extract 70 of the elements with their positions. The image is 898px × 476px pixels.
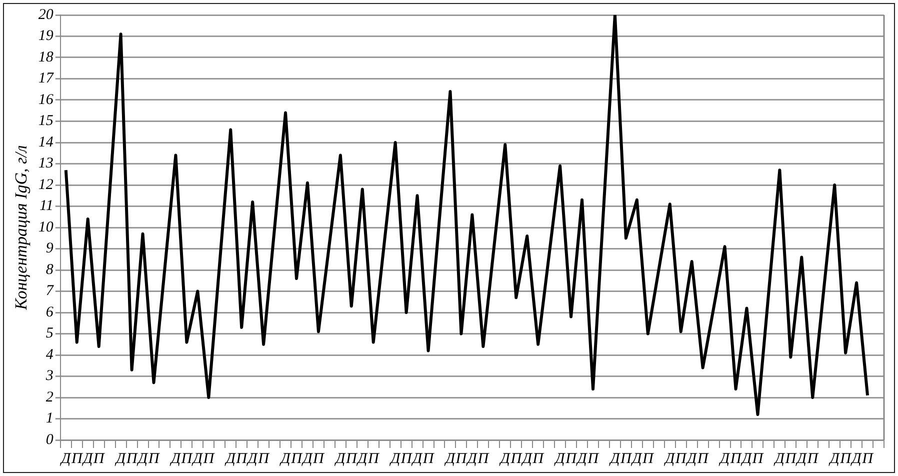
x-tick-label: П xyxy=(202,450,216,467)
x-tick-label: Д xyxy=(718,450,731,467)
y-tick-label: 15 xyxy=(38,113,54,130)
x-tick-label: П xyxy=(312,450,326,467)
y-tick-label: 17 xyxy=(38,70,55,87)
x-tick-label: Д xyxy=(850,450,863,467)
y-tick-label: 5 xyxy=(46,326,54,342)
x-tick-label: Д xyxy=(663,450,676,467)
y-tick-label: 11 xyxy=(40,198,54,214)
y-axis-title: Концентрация IgG, г/л xyxy=(12,145,31,311)
x-tick-label: Д xyxy=(388,450,402,467)
x-tick-label: П xyxy=(806,450,820,467)
x-tick-label: Д xyxy=(772,450,786,467)
x-tick-label: Д xyxy=(443,450,456,467)
y-tick-label: 16 xyxy=(38,92,54,108)
x-tick-label: Д xyxy=(685,450,698,467)
x-tick-label: Д xyxy=(740,450,753,467)
x-tick-label: П xyxy=(257,450,270,467)
x-tick-label: Д xyxy=(828,450,841,467)
x-tick-label: П xyxy=(70,450,84,467)
y-tick-label: 18 xyxy=(38,49,54,66)
x-tick-label: П xyxy=(147,450,160,467)
y-tick-label: 20 xyxy=(38,6,54,23)
y-tick-label: 7 xyxy=(46,283,55,300)
x-tick-label: Д xyxy=(168,450,182,467)
x-tick-label: Д xyxy=(356,450,369,467)
x-tick-label: П xyxy=(586,450,600,467)
x-tick-label: Д xyxy=(553,450,566,467)
y-tick-label: 3 xyxy=(44,368,54,384)
x-tick-label: Д xyxy=(81,450,94,467)
x-tick-label: Д xyxy=(608,450,622,467)
x-tick-label: П xyxy=(92,450,106,467)
y-tick-label: 4 xyxy=(46,346,54,363)
y-tick-label: 2 xyxy=(46,389,54,406)
y-tick-label: 10 xyxy=(38,219,54,236)
x-tick-label: Д xyxy=(410,450,424,467)
x-tick-label: П xyxy=(696,450,710,467)
x-tick-label: Д xyxy=(136,450,149,467)
x-tick-label: Д xyxy=(630,450,644,467)
x-tick-label: Д xyxy=(498,450,512,467)
y-tick-label: 6 xyxy=(46,304,54,320)
x-tick-label: П xyxy=(344,450,358,467)
y-tick-label: 8 xyxy=(46,262,54,278)
x-tick-label: Д xyxy=(114,450,128,467)
x-tick-label: П xyxy=(532,450,545,467)
x-tick-label: Д xyxy=(794,450,808,467)
x-tick-label: Д xyxy=(334,450,347,467)
x-tick-label: Д xyxy=(190,450,204,467)
x-tick-label: П xyxy=(861,450,874,467)
x-tick-label: Д xyxy=(465,450,478,467)
x-tick-label: Д xyxy=(59,450,72,467)
y-tick-label: 12 xyxy=(38,176,54,193)
chart-frame: Концентрация IgG, г/л ДПДП ДПДП ДПДП ДПДП ДПДП ДПДП ДПДП ДПДП ДПДП ДПДП ДПДП ДПДП ДПДП ДПДП ДПДП 0 1 2 3 4 5 6 7 8 9 10 11 12 13 14 15 16 17 18 19 20 xyxy=(3,3,895,473)
x-tick-label: П xyxy=(366,450,380,467)
x-tick-label: Д xyxy=(300,450,314,467)
x-tick-label: П xyxy=(751,450,764,467)
x-tick-label: П xyxy=(476,450,490,467)
x-tick-label: Д xyxy=(224,450,237,467)
x-tick-label: Д xyxy=(278,450,292,467)
y-tick-label: 0 xyxy=(46,432,54,448)
y-tick-label: 13 xyxy=(38,156,54,172)
x-tick-label: Д xyxy=(246,450,259,467)
y-tick-label: 19 xyxy=(38,28,54,44)
x-tick-label: П xyxy=(641,450,654,467)
y-tick-label: 9 xyxy=(46,240,54,257)
x-tick-label: П xyxy=(422,450,435,467)
x-tick-label: Д xyxy=(575,450,588,467)
y-tick-label: 14 xyxy=(38,134,54,150)
y-tick-label: 1 xyxy=(46,410,54,427)
x-tick-label: Д xyxy=(520,450,534,467)
